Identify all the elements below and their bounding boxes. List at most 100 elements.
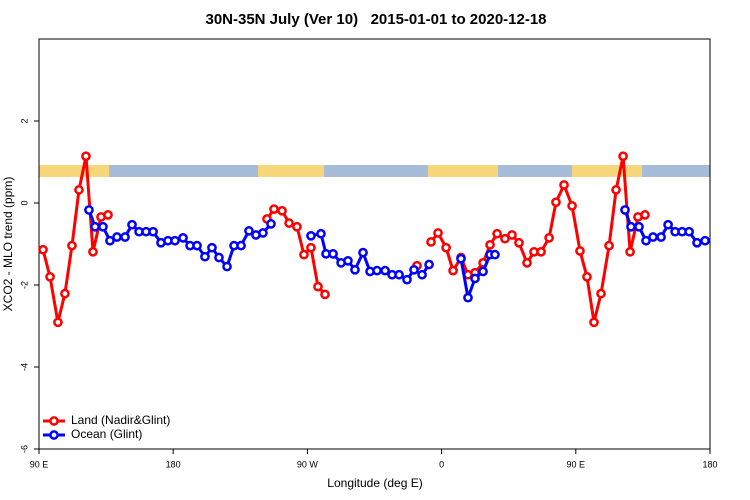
data-point <box>306 242 316 253</box>
data-point <box>112 232 122 242</box>
legend-label: Land (Nadir&Glint) <box>71 413 170 427</box>
data-point <box>84 205 94 215</box>
data-point <box>284 218 294 228</box>
data-point <box>222 261 232 272</box>
data-point <box>88 246 98 257</box>
data-point <box>98 221 108 232</box>
data-point <box>299 249 309 260</box>
data-point <box>448 265 458 276</box>
data-point <box>433 228 443 238</box>
land-strip <box>572 165 642 177</box>
data-point <box>60 288 70 299</box>
data-point <box>170 235 180 246</box>
data-point <box>328 248 338 259</box>
data-point <box>258 228 268 238</box>
data-point <box>522 258 532 268</box>
data-point <box>559 180 569 190</box>
y-tick-label: 0 <box>19 200 29 205</box>
map-strip <box>39 165 710 177</box>
data-point <box>589 317 599 328</box>
y-tick-label: -4 <box>19 363 29 371</box>
data-point <box>700 235 710 246</box>
data-point <box>38 244 48 255</box>
data-point <box>148 226 158 237</box>
data-point <box>514 237 524 248</box>
data-point <box>266 219 276 229</box>
x-tick-label: 180 <box>166 459 181 469</box>
data-point <box>640 210 650 220</box>
data-point <box>306 230 316 241</box>
data-point <box>507 230 517 240</box>
data-point <box>625 246 635 257</box>
data-point <box>620 205 630 215</box>
data-point <box>105 235 115 246</box>
data-point <box>618 151 628 162</box>
land-strip <box>258 165 324 177</box>
data-point <box>634 221 644 232</box>
data-point <box>320 289 330 300</box>
data-point <box>611 185 621 195</box>
data-point <box>492 228 502 239</box>
data-point <box>463 292 473 303</box>
x-tick-label: 90 W <box>297 459 319 469</box>
data-point <box>313 281 323 292</box>
data-point <box>424 259 434 270</box>
data-point <box>663 219 673 230</box>
data-point <box>485 239 495 250</box>
data-point <box>53 317 63 328</box>
data-point <box>441 242 451 253</box>
data-point <box>684 226 694 237</box>
ocean-strip <box>39 165 710 177</box>
data-point <box>551 197 561 208</box>
data-point <box>500 233 510 244</box>
data-point <box>536 246 546 257</box>
data-point <box>544 233 554 243</box>
y-tick-label: 2 <box>19 118 29 123</box>
data-point <box>417 269 427 280</box>
data-point <box>478 266 488 277</box>
data-point <box>269 204 279 214</box>
legend-marker <box>49 416 59 426</box>
data-point <box>67 240 77 251</box>
data-point <box>74 185 84 195</box>
plot-frame <box>38 38 711 450</box>
data-point <box>604 240 614 251</box>
data-point <box>120 232 130 242</box>
data-point <box>380 265 390 276</box>
data-point <box>178 233 188 243</box>
data-point <box>656 232 666 242</box>
data-point <box>200 251 210 262</box>
data-point <box>648 232 658 242</box>
data-point <box>372 265 382 276</box>
x-tick-label: 90 E <box>567 459 586 469</box>
chart-title: 30N-35N July (Ver 10) 2015-01-01 to 2020… <box>205 11 546 28</box>
y-tick-label: -2 <box>19 281 29 289</box>
y-tick-label: -6 <box>19 445 29 453</box>
data-point <box>358 247 368 258</box>
data-point <box>192 240 202 251</box>
data-point <box>470 273 480 284</box>
data-point <box>103 210 113 220</box>
data-point <box>402 274 412 285</box>
data-point <box>426 237 436 247</box>
legend-label: Ocean (Glint) <box>71 427 142 441</box>
y-axis-label: XCO2 - MLO trend (ppm) <box>1 177 15 312</box>
data-point <box>394 269 404 280</box>
data-point <box>277 205 287 216</box>
data-point <box>641 235 651 246</box>
data-point <box>490 249 500 260</box>
data-point <box>127 219 137 230</box>
data-point <box>575 246 585 256</box>
data-point <box>692 237 702 248</box>
data-point <box>207 242 217 253</box>
x-axis-label: Longitude (deg E) <box>327 476 422 490</box>
x-tick-label: 180 <box>702 459 717 469</box>
land-strip <box>39 165 109 177</box>
data-point <box>582 271 592 282</box>
data-point <box>343 255 353 266</box>
data-point <box>316 228 326 239</box>
data-point <box>567 201 577 211</box>
data-point <box>596 288 606 299</box>
